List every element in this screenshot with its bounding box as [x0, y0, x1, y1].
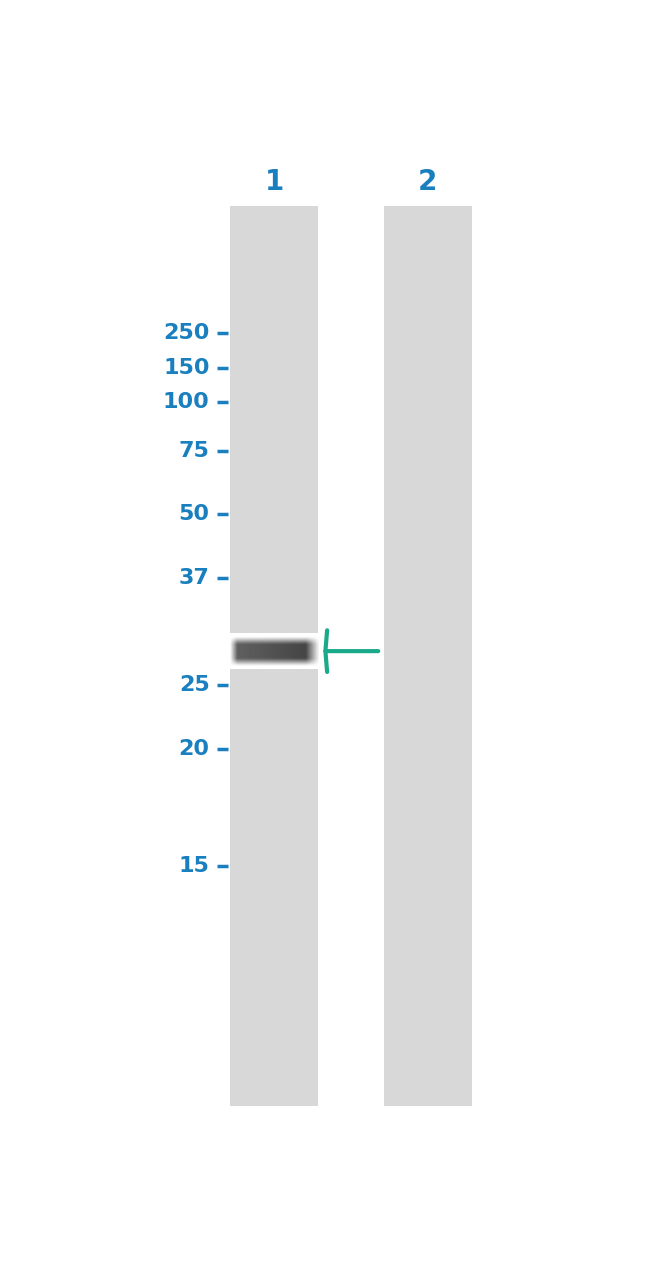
- Bar: [230, 206, 318, 1106]
- Text: 75: 75: [179, 441, 210, 461]
- Text: 37: 37: [179, 568, 210, 588]
- Text: 15: 15: [179, 856, 210, 876]
- Text: 2: 2: [418, 168, 437, 196]
- Text: 25: 25: [179, 676, 210, 696]
- Text: 1: 1: [265, 168, 284, 196]
- Bar: [384, 206, 472, 1106]
- Text: 150: 150: [163, 358, 210, 377]
- Text: 50: 50: [179, 504, 210, 525]
- Text: 20: 20: [179, 739, 210, 759]
- Text: 100: 100: [163, 391, 210, 411]
- Text: 250: 250: [163, 324, 210, 343]
